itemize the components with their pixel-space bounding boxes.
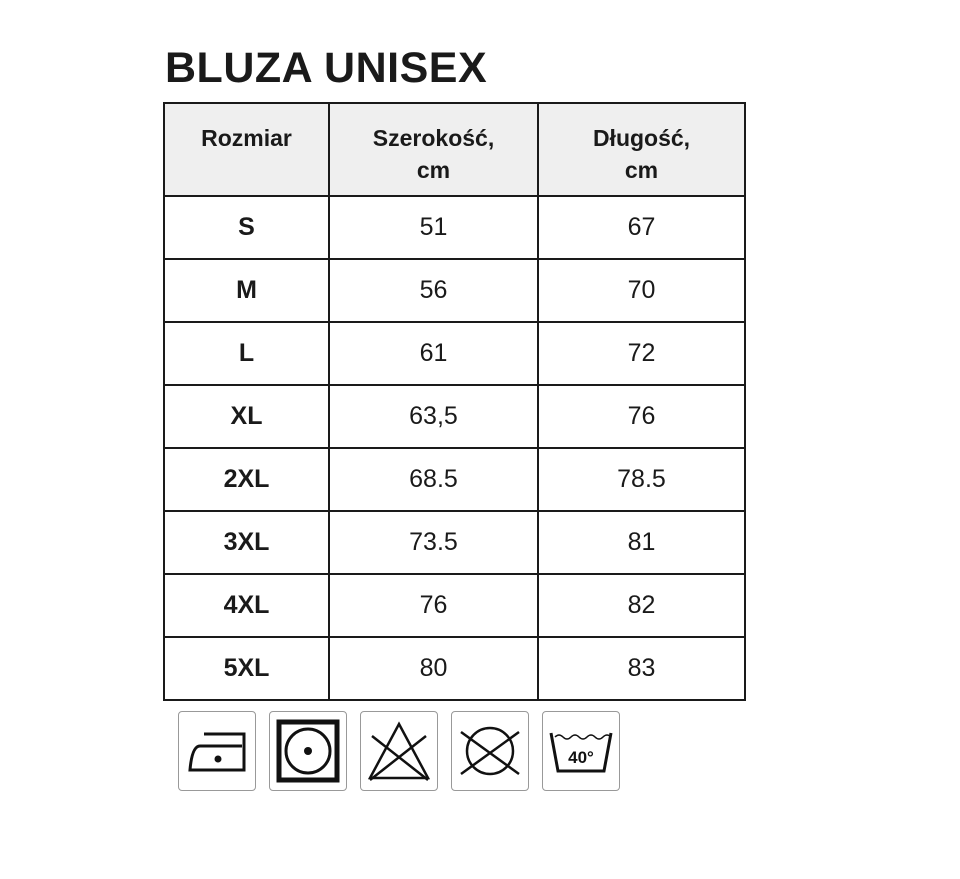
table-row: 3XL 73.5 81 [163, 510, 746, 575]
width-cell: 76 [328, 573, 539, 638]
table-row: 2XL 68.5 78.5 [163, 447, 746, 512]
size-table: Rozmiar Szerokość, cm Długość, cm S 51 67 M 56… [163, 102, 746, 701]
length-cell: 70 [537, 258, 746, 323]
size-cell: M [163, 258, 330, 323]
size-cell: 5XL [163, 636, 330, 701]
table-row: S 51 67 [163, 195, 746, 260]
size-cell: 2XL [163, 447, 330, 512]
length-cell: 82 [537, 573, 746, 638]
header-width-unit: cm [416, 157, 451, 183]
size-cell: L [163, 321, 330, 386]
header-size-label: Rozmiar [201, 125, 292, 151]
size-cell: S [163, 195, 330, 260]
do-not-bleach-icon [360, 711, 438, 791]
size-cell: 4XL [163, 573, 330, 638]
table-row: 4XL 76 82 [163, 573, 746, 638]
header-length: Długość, cm [537, 102, 746, 197]
table-row: M 56 70 [163, 258, 746, 323]
size-cell: XL [163, 384, 330, 449]
length-cell: 67 [537, 195, 746, 260]
width-cell: 61 [328, 321, 539, 386]
length-cell: 76 [537, 384, 746, 449]
header-length-unit: cm [624, 157, 659, 183]
care-icons: 40° [178, 711, 620, 791]
wash-temperature-label: 40° [568, 748, 594, 767]
width-cell: 51 [328, 195, 539, 260]
do-not-dry-clean-icon [451, 711, 529, 791]
table-header-row: Rozmiar Szerokość, cm Długość, cm [163, 102, 746, 197]
header-width-label: Szerokość, [372, 125, 495, 151]
page-title: BLUZA UNISEX [165, 44, 488, 92]
table-row: 5XL 80 83 [163, 636, 746, 701]
length-cell: 83 [537, 636, 746, 701]
table-row: L 61 72 [163, 321, 746, 386]
length-cell: 72 [537, 321, 746, 386]
header-width: Szerokość, cm [328, 102, 539, 197]
wash-40-icon: 40° [542, 711, 620, 791]
header-size: Rozmiar [163, 102, 330, 197]
width-cell: 73.5 [328, 510, 539, 575]
tumble-dry-icon [269, 711, 347, 791]
length-cell: 78.5 [537, 447, 746, 512]
width-cell: 80 [328, 636, 539, 701]
length-cell: 81 [537, 510, 746, 575]
size-cell: 3XL [163, 510, 330, 575]
header-length-label: Długość, [592, 125, 691, 151]
table-row: XL 63,5 76 [163, 384, 746, 449]
iron-low-temperature-icon [178, 711, 256, 791]
width-cell: 56 [328, 258, 539, 323]
width-cell: 63,5 [328, 384, 539, 449]
width-cell: 68.5 [328, 447, 539, 512]
